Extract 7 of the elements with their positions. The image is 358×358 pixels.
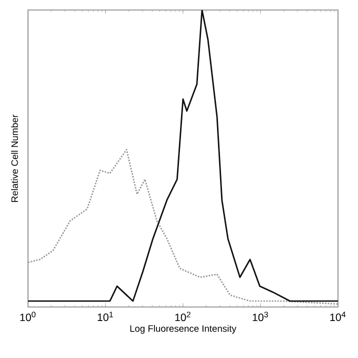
x-tick-label: 10$^{2}$: [175, 312, 190, 322]
x-tick-label: 10$^{3}$: [252, 312, 268, 322]
y-axis-title: Relative Cell Number: [11, 114, 18, 202]
x-axis-title: Log Fluoresence Intensity: [130, 324, 236, 334]
x-tick-label: 10$^{4}$: [330, 312, 346, 322]
x-tick-label: 10$^{1}$: [98, 312, 113, 322]
x-tick-label: 10$^{0}$: [20, 312, 36, 322]
